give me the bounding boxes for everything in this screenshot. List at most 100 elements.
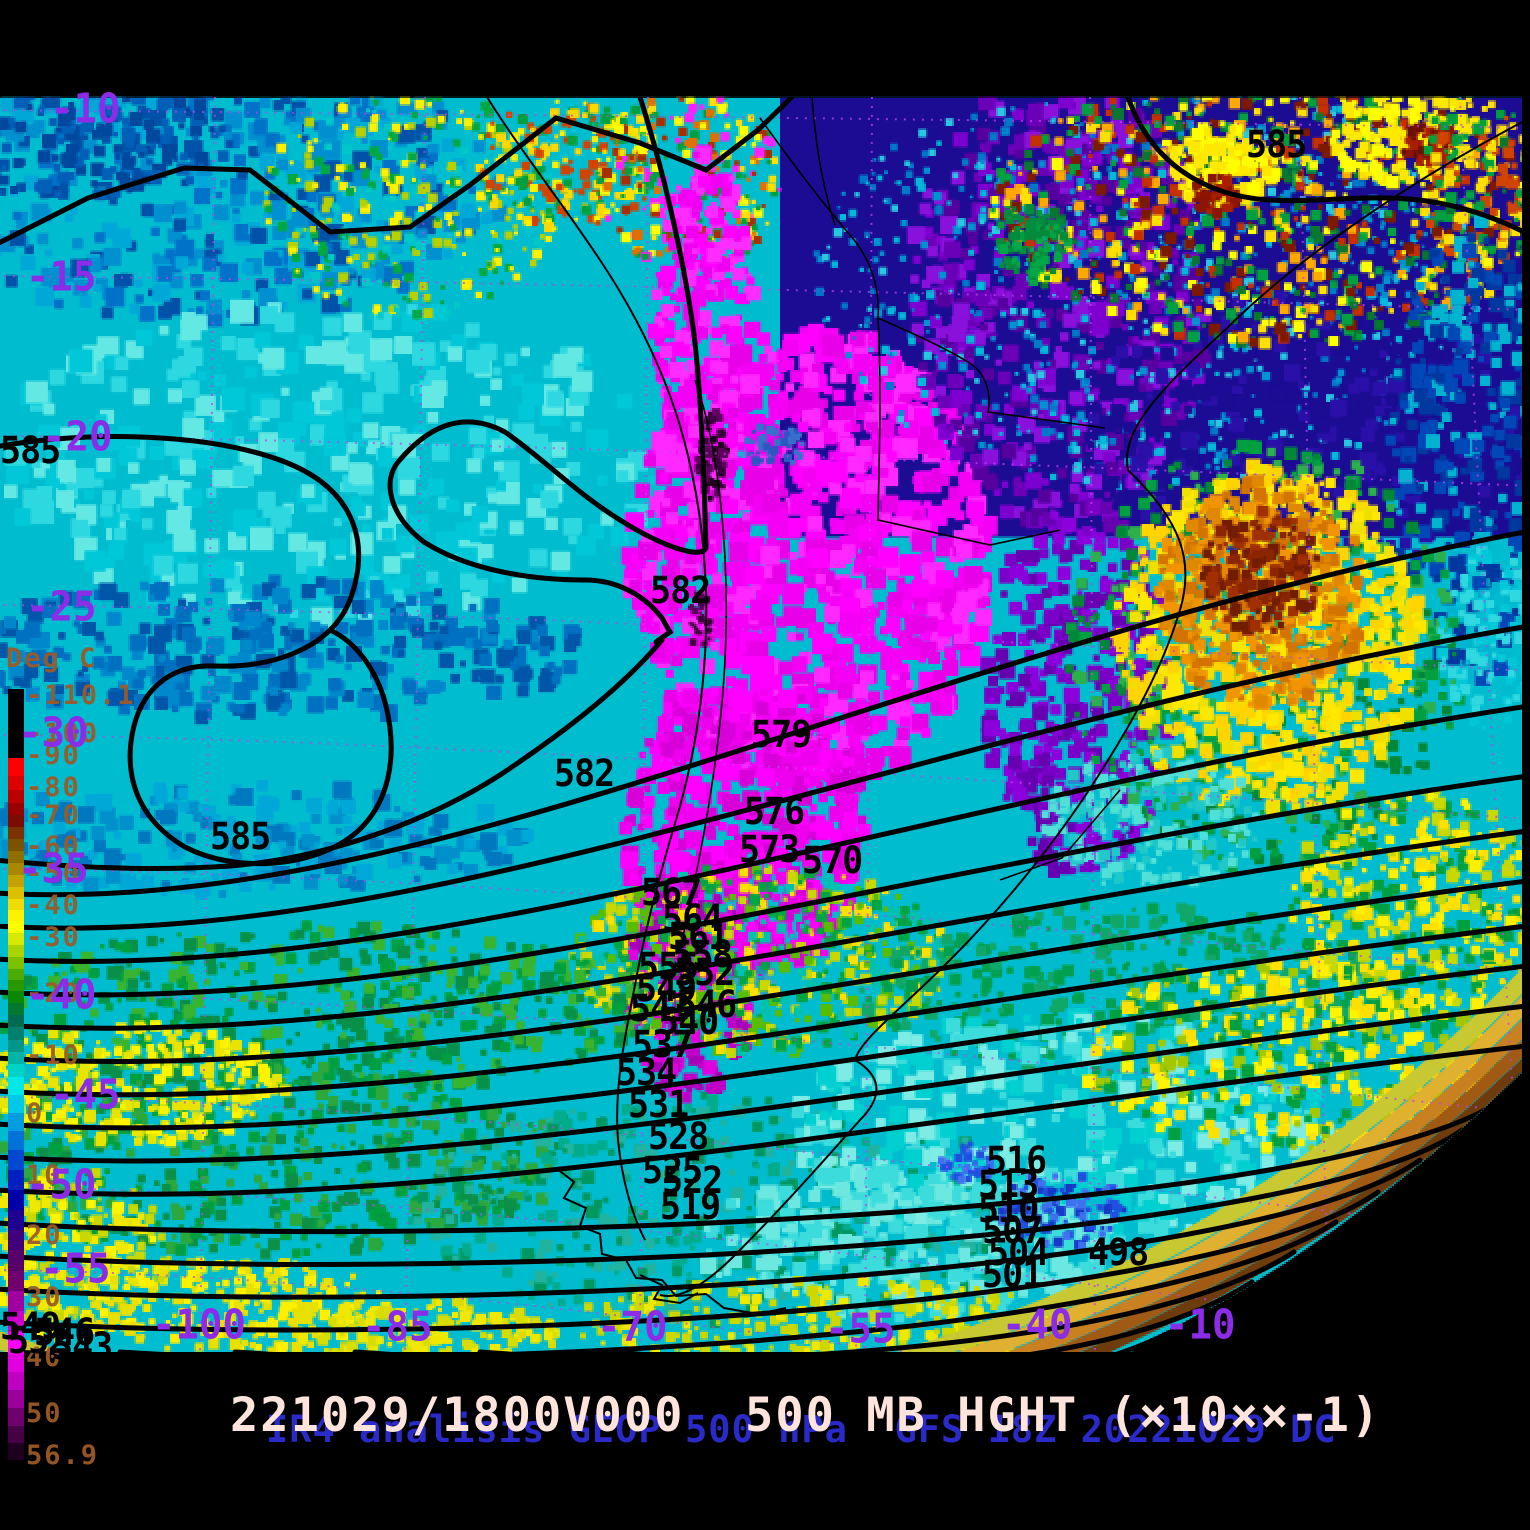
- colorbar-segment: [8, 1015, 24, 1027]
- latitude-label: -25: [26, 583, 97, 632]
- colorbar-segment: [8, 1003, 24, 1015]
- latitude-label: -10: [50, 85, 121, 134]
- colorbar-segment: [8, 1210, 24, 1230]
- colorbar-segment: [8, 863, 24, 875]
- contour-height-label: 504: [988, 1231, 1049, 1275]
- colorbar-tick-label: -100: [26, 718, 100, 749]
- latitude-label: -50: [26, 1161, 97, 1210]
- contour-height-label: 543: [630, 987, 691, 1031]
- contour-height-label: 525: [642, 1149, 703, 1193]
- colorbar-tick-label: -20: [26, 978, 81, 1009]
- contour-height-label: 498: [1088, 1231, 1149, 1275]
- colorbar-segment: [8, 1291, 24, 1311]
- contour-height-label: 585: [1246, 123, 1307, 167]
- colorbar-segment: [8, 1150, 24, 1170]
- contour-height-label: 537: [632, 1023, 693, 1067]
- contour-height-label: 561: [668, 915, 729, 959]
- colorbar-segment: [8, 933, 24, 945]
- latitude-label: -30: [18, 709, 89, 758]
- latitude-label: -40: [26, 971, 97, 1020]
- longitude-label: -40: [1002, 1301, 1073, 1350]
- longitude-label: -55: [825, 1305, 896, 1354]
- colorbar-title: Deg C: [6, 643, 98, 674]
- colorbar-segment: [8, 1230, 24, 1250]
- latitude-label: -35: [18, 845, 89, 894]
- contour-height-label: 546: [676, 983, 737, 1027]
- contour-height-label: 522: [662, 1159, 723, 1203]
- colorbar-segment: [8, 1372, 24, 1390]
- colorbar-tick-label: 20: [26, 1220, 63, 1251]
- colorbar-segment: [8, 1250, 24, 1271]
- colorbar-tick-label: -30: [26, 922, 81, 953]
- colorbar-tick-label: -80: [26, 772, 81, 803]
- contour-height-label: 585: [0, 429, 61, 473]
- colorbar-tick-label: -110.1: [26, 680, 136, 711]
- colorbar-segment: [8, 1131, 24, 1150]
- colorbar-tick-label: -90: [26, 740, 81, 771]
- colorbar-segment: [8, 839, 24, 851]
- colorbar-tick-label: 10: [26, 1160, 63, 1191]
- contour-height-label: 540: [658, 1000, 719, 1044]
- colorbar-segment: [8, 815, 24, 827]
- colorbar-segment: [8, 1354, 24, 1372]
- contour-height-label: 573: [739, 828, 800, 872]
- colorbar-segment: [8, 1040, 24, 1052]
- colorbar-segment: [8, 957, 24, 969]
- contour-height-label: 510: [978, 1188, 1039, 1232]
- colorbar-segment: [8, 1271, 24, 1291]
- colorbar-segment: [8, 1077, 24, 1095]
- colorbar-tick-label: -40: [26, 890, 81, 921]
- contour-height-label: 531: [628, 1083, 689, 1127]
- colorbar-segment: [8, 851, 24, 863]
- colorbar-segment: [8, 1408, 24, 1426]
- colorbar-segment: [8, 921, 24, 933]
- colorbar-tick-label: -10: [26, 1040, 81, 1071]
- colorbar-segment: [8, 1332, 24, 1354]
- contour-height-label: 576: [744, 790, 805, 834]
- longitude-label: -85: [362, 1303, 433, 1352]
- colorbar-tick-label: 50: [26, 1398, 63, 1429]
- colorbar-segment: [8, 980, 24, 991]
- colorbar-segment: [8, 899, 24, 910]
- colorbar-segment: [8, 1095, 24, 1113]
- colorbar-segment: [8, 1052, 24, 1064]
- latitude-label: -20: [42, 413, 113, 462]
- colorbar-segment: [8, 1426, 24, 1443]
- colorbar-segment: [8, 969, 24, 980]
- contour-height-label-overlap: 546: [34, 1311, 95, 1355]
- colorbar-segment: [8, 991, 24, 1003]
- colorbar-segment: [8, 1027, 24, 1040]
- contour-height-label: 528: [648, 1115, 709, 1159]
- contour-height-label: 579: [751, 713, 812, 757]
- contour-height-label: 519: [660, 1185, 721, 1229]
- contour-height-label: 549: [636, 967, 697, 1011]
- contour-height-label: 507: [982, 1209, 1043, 1253]
- colorbar-segment: [8, 1311, 24, 1332]
- colorbar-segment: [8, 1113, 24, 1131]
- contour-height-label-overlap: 549: [0, 1305, 61, 1349]
- colorbar-segment: [8, 1170, 24, 1190]
- latitude-label: -15: [26, 253, 97, 302]
- colorbar-segment: [8, 887, 24, 899]
- colorbar-segment: [8, 758, 24, 776]
- colorbar-tick-label: -60: [26, 831, 81, 862]
- longitude-label: -10: [1165, 1301, 1236, 1350]
- longitude-label: -100: [152, 1301, 246, 1350]
- colorbar-segment: [8, 1443, 24, 1460]
- contour-height-label: 570: [802, 839, 863, 883]
- colorbar-tick-label: 56.9: [26, 1440, 100, 1471]
- contour-height-label-overlap: 552: [8, 1319, 69, 1363]
- colorbar-segment: [8, 803, 24, 815]
- colorbar-segment: [8, 790, 24, 803]
- latitude-label: -55: [40, 1245, 111, 1294]
- temperature-colorbar: [8, 689, 24, 1460]
- contour-height-label: 567: [641, 871, 702, 915]
- height-contours: [0, 97, 1522, 1352]
- contour-height-label: 564: [662, 897, 723, 941]
- contour-height-label: 585: [210, 815, 271, 859]
- latitude-label: -45: [50, 1071, 121, 1120]
